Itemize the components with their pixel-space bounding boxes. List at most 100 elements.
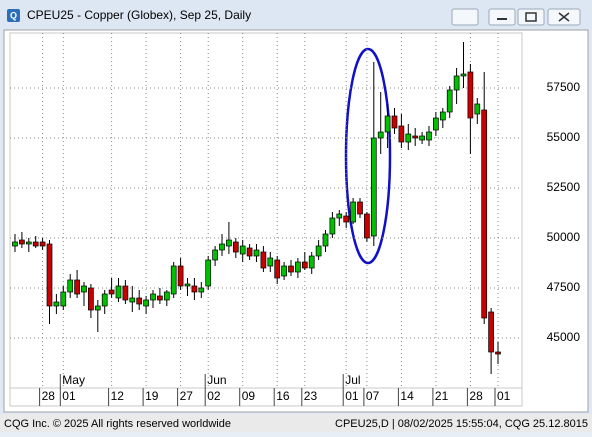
- app-icon-glyph: Q: [10, 10, 17, 20]
- candle-body: [150, 293, 156, 301]
- candle-body: [315, 245, 322, 257]
- x-tick-label: 02: [207, 389, 221, 403]
- candle-body: [226, 239, 232, 247]
- candle-body: [253, 249, 260, 257]
- candle-body: [198, 287, 205, 293]
- footer-left: CQG Inc. © 2025 All rights reserved worl…: [4, 418, 231, 430]
- candle-body: [205, 259, 212, 287]
- candle-body: [412, 135, 419, 139]
- candle-body: [433, 117, 439, 131]
- close-glyph: [558, 12, 570, 22]
- candle-body: [157, 295, 163, 301]
- candle-body: [60, 291, 67, 307]
- x-tick-label: 12: [111, 389, 125, 403]
- candle-body: [129, 297, 136, 303]
- candle-body: [163, 291, 170, 301]
- candle-body: [184, 283, 191, 287]
- candle-body: [67, 279, 74, 293]
- candle-body: [274, 259, 281, 279]
- candle-body: [357, 201, 363, 215]
- candle-body: [88, 287, 94, 311]
- candle-body: [191, 285, 198, 293]
- candle-body: [177, 265, 184, 287]
- app-icon: [7, 9, 20, 22]
- candle-body: [246, 247, 253, 257]
- candle-body: [260, 251, 267, 269]
- candle-body: [308, 255, 315, 269]
- x-tick-label: 28: [469, 389, 483, 403]
- x-tick-label: 01: [497, 389, 511, 403]
- candle-body: [25, 241, 32, 245]
- maximize-button[interactable]: [517, 8, 545, 26]
- candle-body: [446, 89, 453, 113]
- candle-body: [405, 133, 412, 143]
- y-tick-label: 55000: [547, 130, 581, 144]
- candle-body: [94, 305, 101, 311]
- candle-body: [343, 215, 350, 223]
- candle-body: [370, 137, 377, 237]
- y-tick-label: 50000: [547, 230, 581, 244]
- candle-body: [170, 265, 177, 295]
- candle-body: [239, 245, 246, 255]
- month-label: May: [62, 373, 85, 387]
- candle-body: [122, 285, 129, 301]
- candle-body: [391, 115, 398, 129]
- candle-body: [12, 241, 18, 247]
- x-tick-label: 01: [62, 389, 76, 403]
- candle-body: [136, 297, 143, 305]
- candle-body: [32, 241, 39, 247]
- candle-body: [219, 243, 225, 251]
- x-tick-label: 23: [304, 389, 318, 403]
- y-tick-label: 45000: [547, 330, 581, 344]
- candle-body: [364, 213, 370, 239]
- y-tick-label: 47500: [547, 280, 581, 294]
- candle-body: [232, 241, 239, 253]
- candle-body: [101, 293, 108, 307]
- candle-body: [495, 351, 501, 355]
- x-tick-label: 14: [400, 389, 414, 403]
- x-tick-label: 09: [242, 389, 256, 403]
- candle-body: [481, 109, 488, 319]
- minimize-button[interactable]: [488, 8, 516, 26]
- highlight-ellipse: [344, 47, 392, 265]
- candle-body: [488, 311, 494, 353]
- candle-body: [108, 289, 115, 295]
- candle-body: [212, 249, 218, 261]
- candle-body: [39, 241, 46, 247]
- plot-area: [9, 32, 523, 389]
- x-tick-label: 01: [345, 389, 359, 403]
- candle-body: [46, 243, 53, 307]
- candle-body: [398, 125, 405, 143]
- candle-body: [281, 265, 287, 277]
- link-button[interactable]: [451, 8, 479, 26]
- x-tick-label: 16: [276, 389, 290, 403]
- window-title: CPEU25 - Copper (Globex), Sep 25, Daily: [27, 8, 251, 22]
- candle-body: [460, 73, 467, 77]
- footer-right: CPEU25,D | 08/02/2025 15:55:04, CQG 25.1…: [335, 418, 588, 430]
- y-tick-label: 57500: [547, 80, 581, 94]
- candle-body: [143, 299, 149, 307]
- status-bar: [0, 414, 592, 432]
- candle-body: [295, 261, 301, 273]
- candle-body: [467, 71, 474, 119]
- candle-body: [474, 103, 481, 115]
- month-label: Jul: [345, 373, 360, 387]
- x-tick-label: 19: [145, 389, 159, 403]
- x-tick-label: 28: [42, 389, 56, 403]
- candle-body: [419, 135, 425, 141]
- date-axis: [9, 387, 523, 407]
- candle-body: [377, 131, 384, 139]
- candle-body: [267, 257, 274, 267]
- candle-body: [384, 115, 391, 133]
- candle-body: [350, 201, 356, 223]
- candle-body: [453, 75, 460, 91]
- candle-body: [336, 213, 343, 219]
- candle-body: [439, 111, 446, 121]
- candle-body: [329, 217, 336, 235]
- maximize-glyph: [525, 12, 537, 22]
- candle-body: [19, 239, 25, 245]
- y-tick-label: 52500: [547, 180, 581, 194]
- candle-body: [81, 285, 87, 293]
- candle-body: [426, 131, 432, 141]
